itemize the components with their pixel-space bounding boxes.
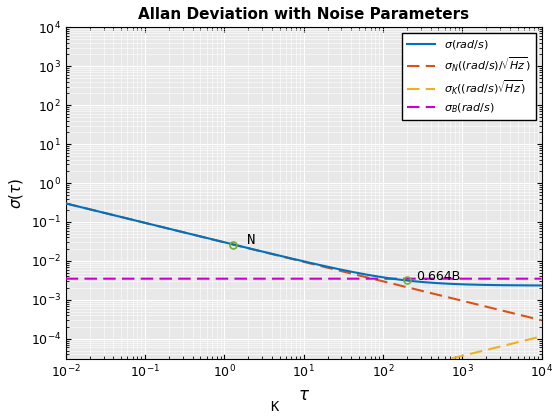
- Text: K: K: [270, 400, 278, 415]
- $\sigma_N((rad/s)/\sqrt{Hz})$: [62, 201, 69, 206]
- Y-axis label: $\sigma(\tau)$: $\sigma(\tau)$: [7, 178, 25, 209]
- X-axis label: $\tau$: $\tau$: [297, 386, 310, 404]
- Line: $\sigma_N((rad/s)/\sqrt{Hz})$: $\sigma_N((rad/s)/\sqrt{Hz})$: [66, 203, 542, 320]
- $\sigma_K((rad/s)\sqrt{Hz})$: [529, 336, 535, 341]
- $\sigma_B(rad/s)$: [478, 276, 484, 281]
- Text: 0.664B: 0.664B: [416, 270, 460, 283]
- $\sigma(rad/s)$: [245, 246, 251, 251]
- $\sigma(rad/s)$: [116, 214, 123, 219]
- $\sigma(rad/s)$: [478, 282, 484, 287]
- $\sigma_N((rad/s)/\sqrt{Hz})$: [265, 251, 272, 256]
- $\sigma_N((rad/s)/\sqrt{Hz})$: [245, 246, 251, 251]
- $\sigma_N((rad/s)/\sqrt{Hz})$: [145, 221, 152, 226]
- $\sigma_K((rad/s)\sqrt{Hz})$: [538, 334, 545, 339]
- $\sigma_B(rad/s)$: [265, 276, 272, 281]
- $\sigma_B(rad/s)$: [62, 276, 69, 281]
- Line: $\sigma(rad/s)$: $\sigma(rad/s)$: [66, 203, 542, 286]
- Text: N: N: [248, 233, 256, 247]
- $\sigma_B(rad/s)$: [538, 276, 545, 281]
- $\sigma_N((rad/s)/\sqrt{Hz})$: [116, 214, 123, 219]
- $\sigma_B(rad/s)$: [116, 276, 123, 281]
- $\sigma(rad/s)$: [538, 283, 545, 288]
- $\sigma(rad/s)$: [529, 283, 535, 288]
- Legend: $\sigma(rad/s)$, $\sigma_N((rad/s)/\sqrt{Hz})$, $\sigma_K((rad/s)\sqrt{Hz})$, $\: $\sigma(rad/s)$, $\sigma_N((rad/s)/\sqrt…: [402, 33, 536, 121]
- Line: $\sigma_K((rad/s)\sqrt{Hz})$: $\sigma_K((rad/s)\sqrt{Hz})$: [66, 336, 542, 420]
- $\sigma(rad/s)$: [62, 201, 69, 206]
- $\sigma(rad/s)$: [265, 251, 272, 256]
- $\sigma_K((rad/s)\sqrt{Hz})$: [265, 401, 272, 406]
- $\sigma_B(rad/s)$: [245, 276, 251, 281]
- $\sigma_K((rad/s)\sqrt{Hz})$: [245, 406, 251, 411]
- $\sigma_N((rad/s)/\sqrt{Hz})$: [538, 318, 545, 323]
- $\sigma_N((rad/s)/\sqrt{Hz})$: [478, 303, 484, 308]
- Title: Allan Deviation with Noise Parameters: Allan Deviation with Noise Parameters: [138, 7, 469, 22]
- $\sigma_B(rad/s)$: [529, 276, 535, 281]
- $\sigma(rad/s)$: [145, 221, 152, 226]
- $\sigma_N((rad/s)/\sqrt{Hz})$: [529, 315, 535, 320]
- $\sigma_B(rad/s)$: [145, 276, 152, 281]
- $\sigma_K((rad/s)\sqrt{Hz})$: [478, 349, 484, 354]
